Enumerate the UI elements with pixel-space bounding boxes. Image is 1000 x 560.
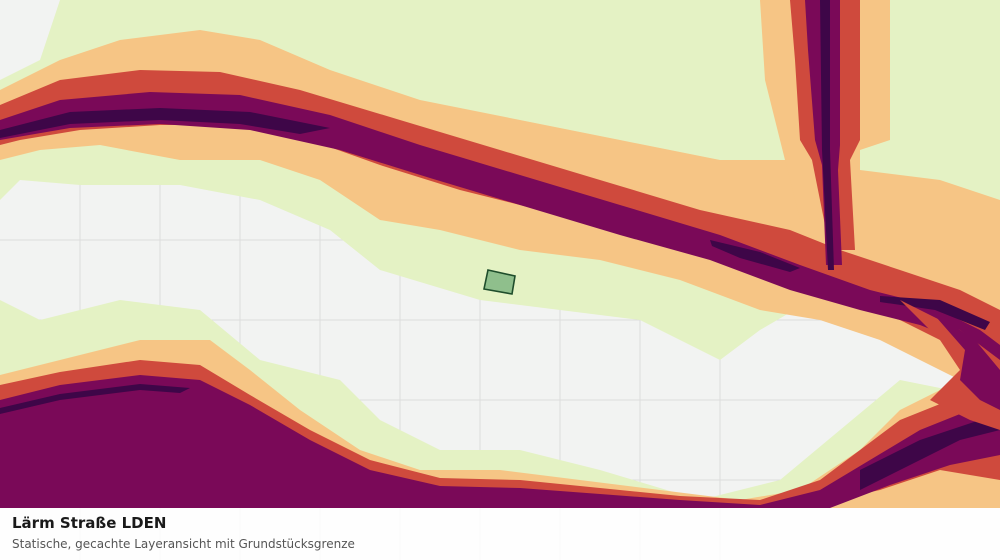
legend-subtitle: Statische, gecachte Layeransicht mit Gru… [12, 537, 355, 551]
legend-title: Lärm Straße LDEN [12, 514, 167, 532]
map-legend: Lärm Straße LDEN Statische, gecachte Lay… [0, 508, 1000, 560]
road-corridor-south [0, 340, 1000, 508]
road-corridor-branch [760, 0, 890, 270]
road-corridor-east-curve [900, 300, 1000, 430]
property-parcel[interactable] [483, 269, 516, 295]
